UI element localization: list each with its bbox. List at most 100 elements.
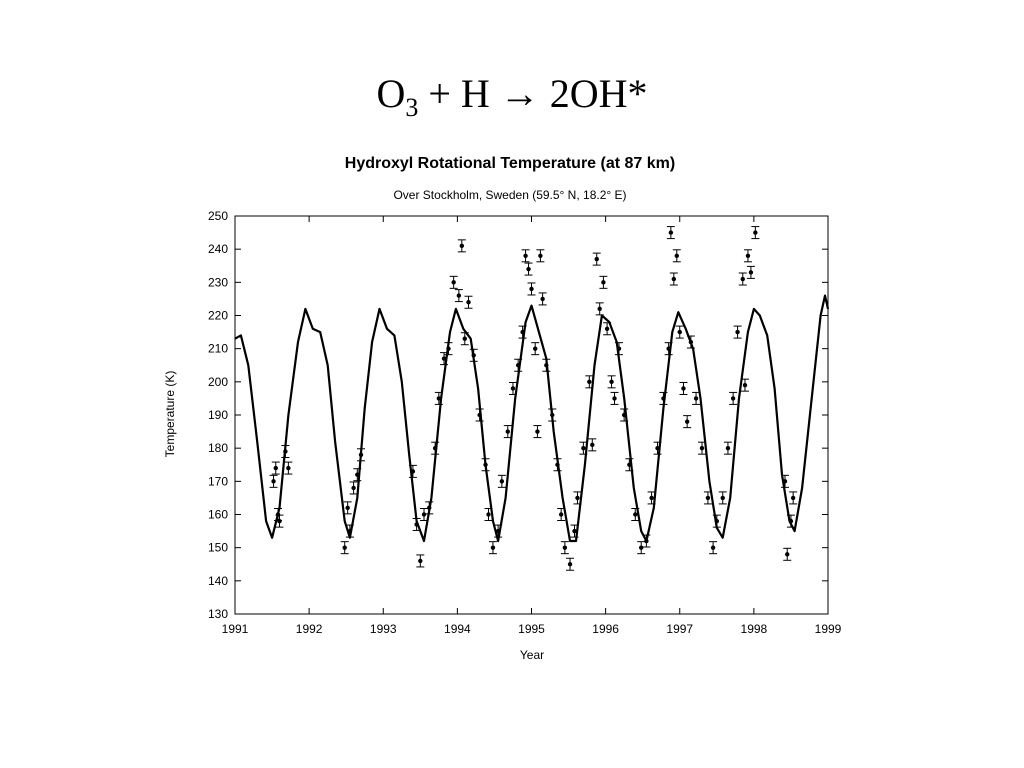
point-marker	[466, 300, 471, 305]
data-point	[275, 514, 284, 528]
point-marker	[705, 495, 711, 501]
point-marker	[342, 545, 347, 550]
data-point	[416, 554, 425, 568]
y-tick-label: 250	[208, 209, 228, 223]
data-point	[692, 391, 701, 405]
data-point	[340, 541, 349, 555]
data-point	[786, 514, 795, 528]
point-marker	[609, 379, 614, 385]
point-marker	[655, 445, 660, 451]
data-point	[412, 517, 421, 531]
point-marker	[674, 253, 679, 258]
point-marker	[533, 346, 538, 351]
data-point	[669, 272, 678, 286]
data-point	[599, 275, 608, 289]
point-marker	[581, 445, 586, 451]
point-marker	[544, 363, 549, 368]
data-point	[536, 249, 545, 263]
data-point	[457, 239, 466, 253]
point-marker	[587, 379, 592, 385]
data-point	[738, 272, 747, 286]
data-point	[666, 226, 675, 240]
data-point	[672, 249, 681, 263]
x-tick-label: 1991	[222, 622, 249, 636]
point-marker	[427, 505, 432, 511]
data-point	[729, 391, 738, 405]
y-axis-label: Temperature (K)	[163, 371, 177, 458]
point-marker	[740, 276, 745, 282]
data-point	[573, 491, 582, 505]
point-marker	[666, 346, 671, 351]
point-marker	[594, 256, 599, 262]
x-tick-label: 1994	[444, 622, 471, 636]
point-marker	[575, 495, 580, 501]
data-point	[464, 295, 473, 309]
slide-title-o: O	[376, 71, 406, 116]
point-marker	[745, 253, 751, 258]
data-point	[524, 262, 533, 276]
data-point	[733, 325, 742, 339]
point-marker	[477, 412, 482, 418]
point-marker	[520, 329, 525, 335]
point-marker	[459, 243, 465, 249]
data-point	[488, 541, 497, 555]
data-point	[557, 508, 566, 521]
point-marker	[499, 479, 505, 484]
data-point	[683, 415, 692, 429]
point-marker	[677, 329, 682, 335]
x-tick-label: 1993	[370, 622, 397, 636]
data-point	[420, 508, 429, 521]
data-point	[570, 524, 579, 538]
point-marker	[456, 293, 462, 298]
slide-title-subscript: 3	[405, 93, 419, 122]
point-marker	[462, 336, 467, 341]
x-axis-label: Year	[520, 648, 544, 662]
x-tick-label: 1998	[741, 622, 768, 636]
data-point	[271, 461, 280, 475]
data-point	[603, 322, 612, 336]
y-tick-label: 210	[208, 342, 228, 356]
point-marker	[601, 280, 606, 285]
point-marker	[550, 412, 555, 418]
point-marker	[283, 449, 288, 454]
y-tick-label: 140	[208, 574, 228, 588]
point-marker	[436, 396, 442, 401]
data-point	[349, 481, 358, 495]
data-point	[703, 491, 712, 505]
point-marker	[590, 442, 595, 448]
point-marker	[471, 353, 476, 358]
x-tick-label: 1997	[666, 622, 693, 636]
point-marker	[572, 528, 577, 534]
point-marker	[273, 465, 278, 471]
point-marker	[451, 280, 456, 285]
data-point	[527, 282, 536, 296]
point-marker	[627, 462, 632, 467]
data-point	[434, 391, 443, 405]
point-marker	[616, 346, 622, 351]
data-point	[746, 265, 755, 279]
point-marker	[410, 469, 416, 474]
point-marker	[597, 306, 602, 312]
y-tick-label: 180	[208, 441, 228, 455]
data-point	[625, 458, 634, 472]
point-marker	[644, 538, 649, 544]
point-marker	[633, 512, 638, 517]
data-point	[560, 541, 569, 555]
point-marker	[681, 386, 686, 391]
point-marker	[782, 479, 788, 484]
point-marker	[699, 445, 705, 451]
data-point	[521, 249, 530, 263]
point-marker	[418, 558, 423, 564]
data-point	[531, 342, 540, 356]
point-marker	[621, 412, 627, 418]
chart-subtitle: Over Stockholm, Sweden (59.5° N, 18.2° E…	[393, 188, 626, 202]
point-marker	[720, 495, 725, 501]
point-marker	[688, 339, 694, 345]
data-point	[518, 325, 527, 339]
data-point	[353, 468, 362, 482]
data-point	[508, 381, 517, 395]
data-point	[642, 534, 651, 548]
y-tick-label: 160	[208, 508, 228, 522]
point-marker	[714, 518, 720, 524]
data-point	[494, 524, 503, 538]
